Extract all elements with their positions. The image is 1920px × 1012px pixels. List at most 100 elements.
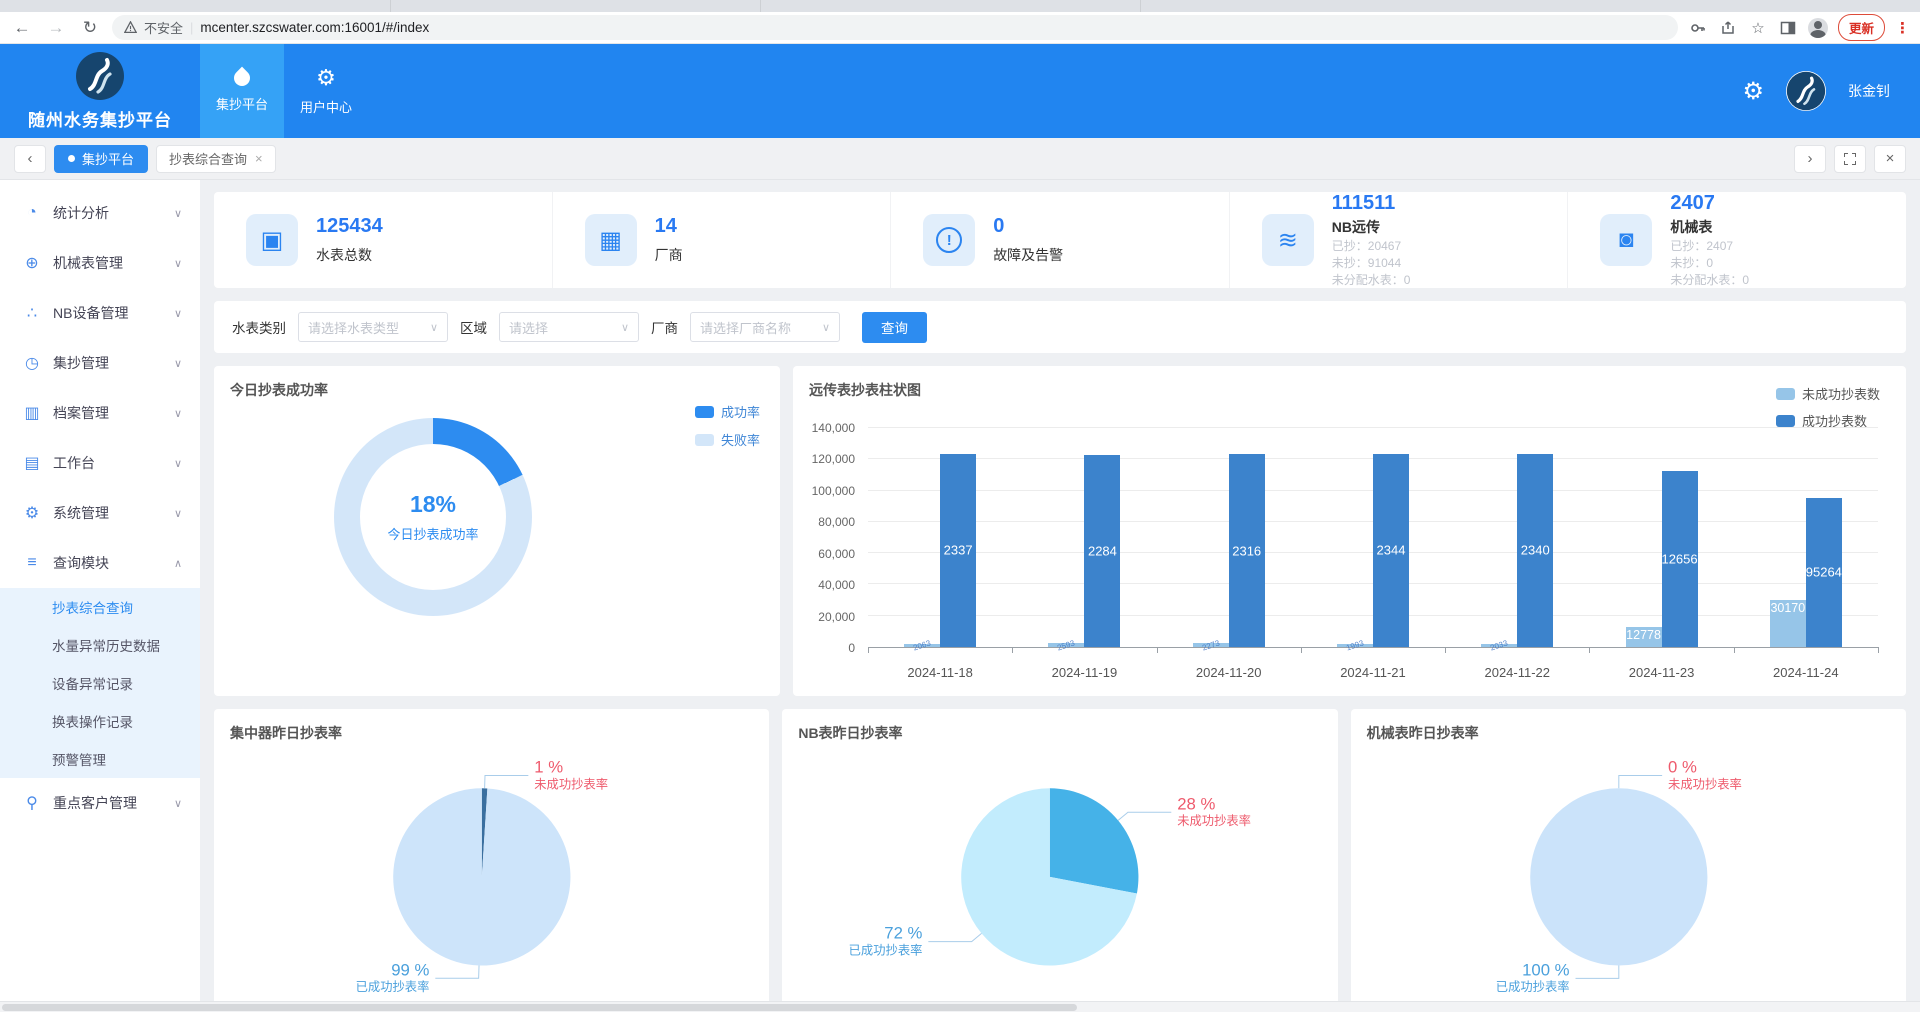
stat-card-机械表: ◙ 2407 机械表 已抄：2407 未抄：0 未分配水表：0 [1567,192,1906,288]
x-axis-tick [1878,647,1879,653]
close-tab-icon[interactable]: × [255,151,263,166]
bar-group-2024-11-21: 1993 2344 [1301,428,1445,653]
donut-center-value: 18% [409,491,457,517]
bar-y-axis: 0 20,000 40,000 60,000 80,000 100,000 120,000 1… [793,421,863,655]
sidebar-item-集抄管理[interactable]: ◷ 集抄管理 ∨ [0,338,200,388]
reload-icon[interactable]: ↻ [82,17,98,37]
panel-concentrator-rate: 集中器昨日抄表率 1 % 未成功抄表率 99 % 已成功抄表率 [214,709,770,1005]
filter-label-厂商: 厂商 [651,321,678,336]
main-content: ▣ 125434 水表总数 ▦ 14 厂商! 0 故障及告警 ≋ 111511 NB远传 已抄：204… [200,180,1920,1012]
scrollbar-thumb[interactable] [2,1004,1078,1011]
tab-jichao-platform[interactable]: 集抄平台 [54,144,149,173]
chevron-up-icon: ∧ [173,557,182,570]
submenu-item-抄表综合查询[interactable]: 抄表综合查询 [52,601,133,616]
label-leader-line [1118,811,1172,821]
key-icon[interactable] [1688,18,1708,38]
legend-item-成功率[interactable]: 成功率 [694,402,760,421]
tabs-scroll-right-button[interactable]: › [1794,144,1826,173]
forward-icon[interactable]: → [47,17,65,37]
sidebar-item-工作台[interactable]: ▤ 工作台 ∨ [0,438,200,488]
submenu-item-预警管理[interactable]: 预警管理 [52,753,106,768]
stat-label: 水表总数 [316,247,372,263]
browser-profile-icon[interactable] [1807,17,1828,38]
submenu-item-设备异常记录[interactable]: 设备异常记录 [52,677,133,692]
fullscreen-button[interactable] [1834,144,1866,173]
select-placeholder: 请选择水表类型 [308,320,400,336]
legend-marker [1775,387,1795,400]
x-category-label: 2024-11-23 [1628,665,1695,680]
filter-select-水表类别[interactable]: 请选择水表类型 ∨ [298,312,448,342]
sidebar-item-统计分析[interactable]: ◔ 统计分析 ∨ [0,188,200,238]
legend-item-未成功抄表数[interactable]: 未成功抄表数 [1775,384,1880,403]
horizontal-scrollbar[interactable] [0,1001,1920,1012]
share-icon[interactable] [1718,18,1738,38]
close-all-tabs-button[interactable]: × [1874,144,1906,173]
update-button[interactable]: 更新 [1837,14,1885,41]
gear-icon: ⚙ [24,505,40,522]
tabs-scroll-left-button[interactable]: ‹ [14,144,46,173]
donut-chart: 18% 今日抄表成功率 [334,418,532,616]
search-list-icon: ≡ [27,554,37,571]
bookmark-star-icon[interactable]: ☆ [1751,19,1765,37]
pie-chart: 1 %未成功抄表率 99 %已成功抄表率 [356,758,608,995]
bar-成功抄表数: 2337 [940,453,977,647]
person-icon: ⚲ [26,795,38,812]
gear-icon: ⚙ [316,64,336,90]
pie-name-label: 已成功抄表率 [356,979,430,994]
sidebar: ◔ 统计分析 ∨ ⊕ 机械表管理 ∨ ∴ NB设备管理 ∨ ◷ 集抄管理 ∨ ▥ 档案管理 ∨ ▤ 工作台 ∨ ⚙ 系… [0,180,200,1012]
sidebar-item-重点客户管理[interactable]: ⚲ 重点客户管理 ∨ [0,778,200,828]
meter-gear-icon: ⊕ [25,255,39,272]
pie-slice-未成功抄表率 [481,788,488,877]
x-category-label: 2024-11-20 [1195,665,1262,680]
main-nav: 集抄平台 ⚙ 用户中心 [200,44,368,138]
stat-detail: 已抄：2407 [1670,239,1734,253]
pie-slice-未成功抄表率 [1050,788,1139,894]
sidebar-item-NB设备管理[interactable]: ∴ NB设备管理 ∨ [0,288,200,338]
sidebar-item-档案管理[interactable]: ▥ 档案管理 ∨ [0,388,200,438]
pie-name-label: 未成功抄表率 [1178,813,1252,828]
tab-meter-reading-query[interactable]: 抄表综合查询 × [156,144,276,173]
settings-gear-icon[interactable]: ⚙ [1742,77,1764,105]
stat-label: 机械表 [1670,219,1713,235]
submenu-item-水量异常历史数据[interactable]: 水量异常历史数据 [52,639,160,654]
stat-value: 125434 [316,215,383,237]
stat-detail: 已抄：20467 [1331,239,1402,253]
user-avatar[interactable] [1786,71,1826,111]
address-bar[interactable]: 不安全 | mcenter.szcswater.com:16001/#/inde… [112,15,1678,40]
back-icon[interactable]: ← [13,17,31,37]
username[interactable]: 张金钊 [1848,83,1890,99]
sidebar-item-查询模块[interactable]: ≡ 查询模块 ∧ [0,538,200,588]
filter-select-厂商[interactable]: 请选择厂商名称 ∨ [690,312,840,342]
filter-select-区域[interactable]: 请选择 ∨ [499,312,639,342]
stat-value: 111511 [1331,192,1396,214]
pie-pct-label: 0 % [1668,758,1697,777]
label-leader-line [435,965,480,979]
warning-icon [124,21,137,34]
sidebar-item-机械表管理[interactable]: ⊕ 机械表管理 ∨ [0,238,200,288]
query-button[interactable]: 查询 [862,311,927,343]
x-category-label: 2024-11-19 [1051,665,1118,680]
bar-成功抄表数: 2340 [1517,453,1554,647]
stat-card-故障及告警: ! 0 故障及告警 [890,192,1229,288]
x-category-label: 2024-11-24 [1773,665,1839,680]
legend-item-成功抄表数[interactable]: 成功抄表数 [1775,411,1880,430]
pie-pct-label: 72 % [885,924,923,943]
x-axis-tick [1012,647,1014,653]
sidebar-item-系统管理[interactable]: ⚙ 系统管理 ∨ [0,488,200,538]
stat-text: 2407 机械表 已抄：2407 未抄：0 未分配水表：0 [1670,192,1749,288]
label-leader-line [1617,775,1662,789]
legend-item-失败率[interactable]: 失败率 [694,430,760,449]
browser-tabstrip[interactable] [0,0,1920,12]
y-tick-label: 60,000 [818,546,855,561]
side-panel-icon[interactable] [1778,18,1798,38]
chevron-down-icon: ∨ [173,207,182,220]
nav-tab-active[interactable]: 集抄平台 [200,44,284,138]
x-category-label: 2024-11-21 [1340,665,1406,680]
bar-group-2024-11-23: 12778 12656 [1589,428,1733,647]
bar-未成功抄表数: 2033 [1481,638,1518,653]
url-text: mcenter.szcswater.com:16001/#/index [200,20,430,35]
submenu-item-换表操作记录[interactable]: 换表操作记录 [52,715,133,730]
nav-tab-item[interactable]: ⚙ 用户中心 [284,44,368,138]
stat-detail: 未分配水表：0 [1331,273,1411,287]
menu-kebab-icon[interactable]: ⋮ [1895,19,1910,37]
